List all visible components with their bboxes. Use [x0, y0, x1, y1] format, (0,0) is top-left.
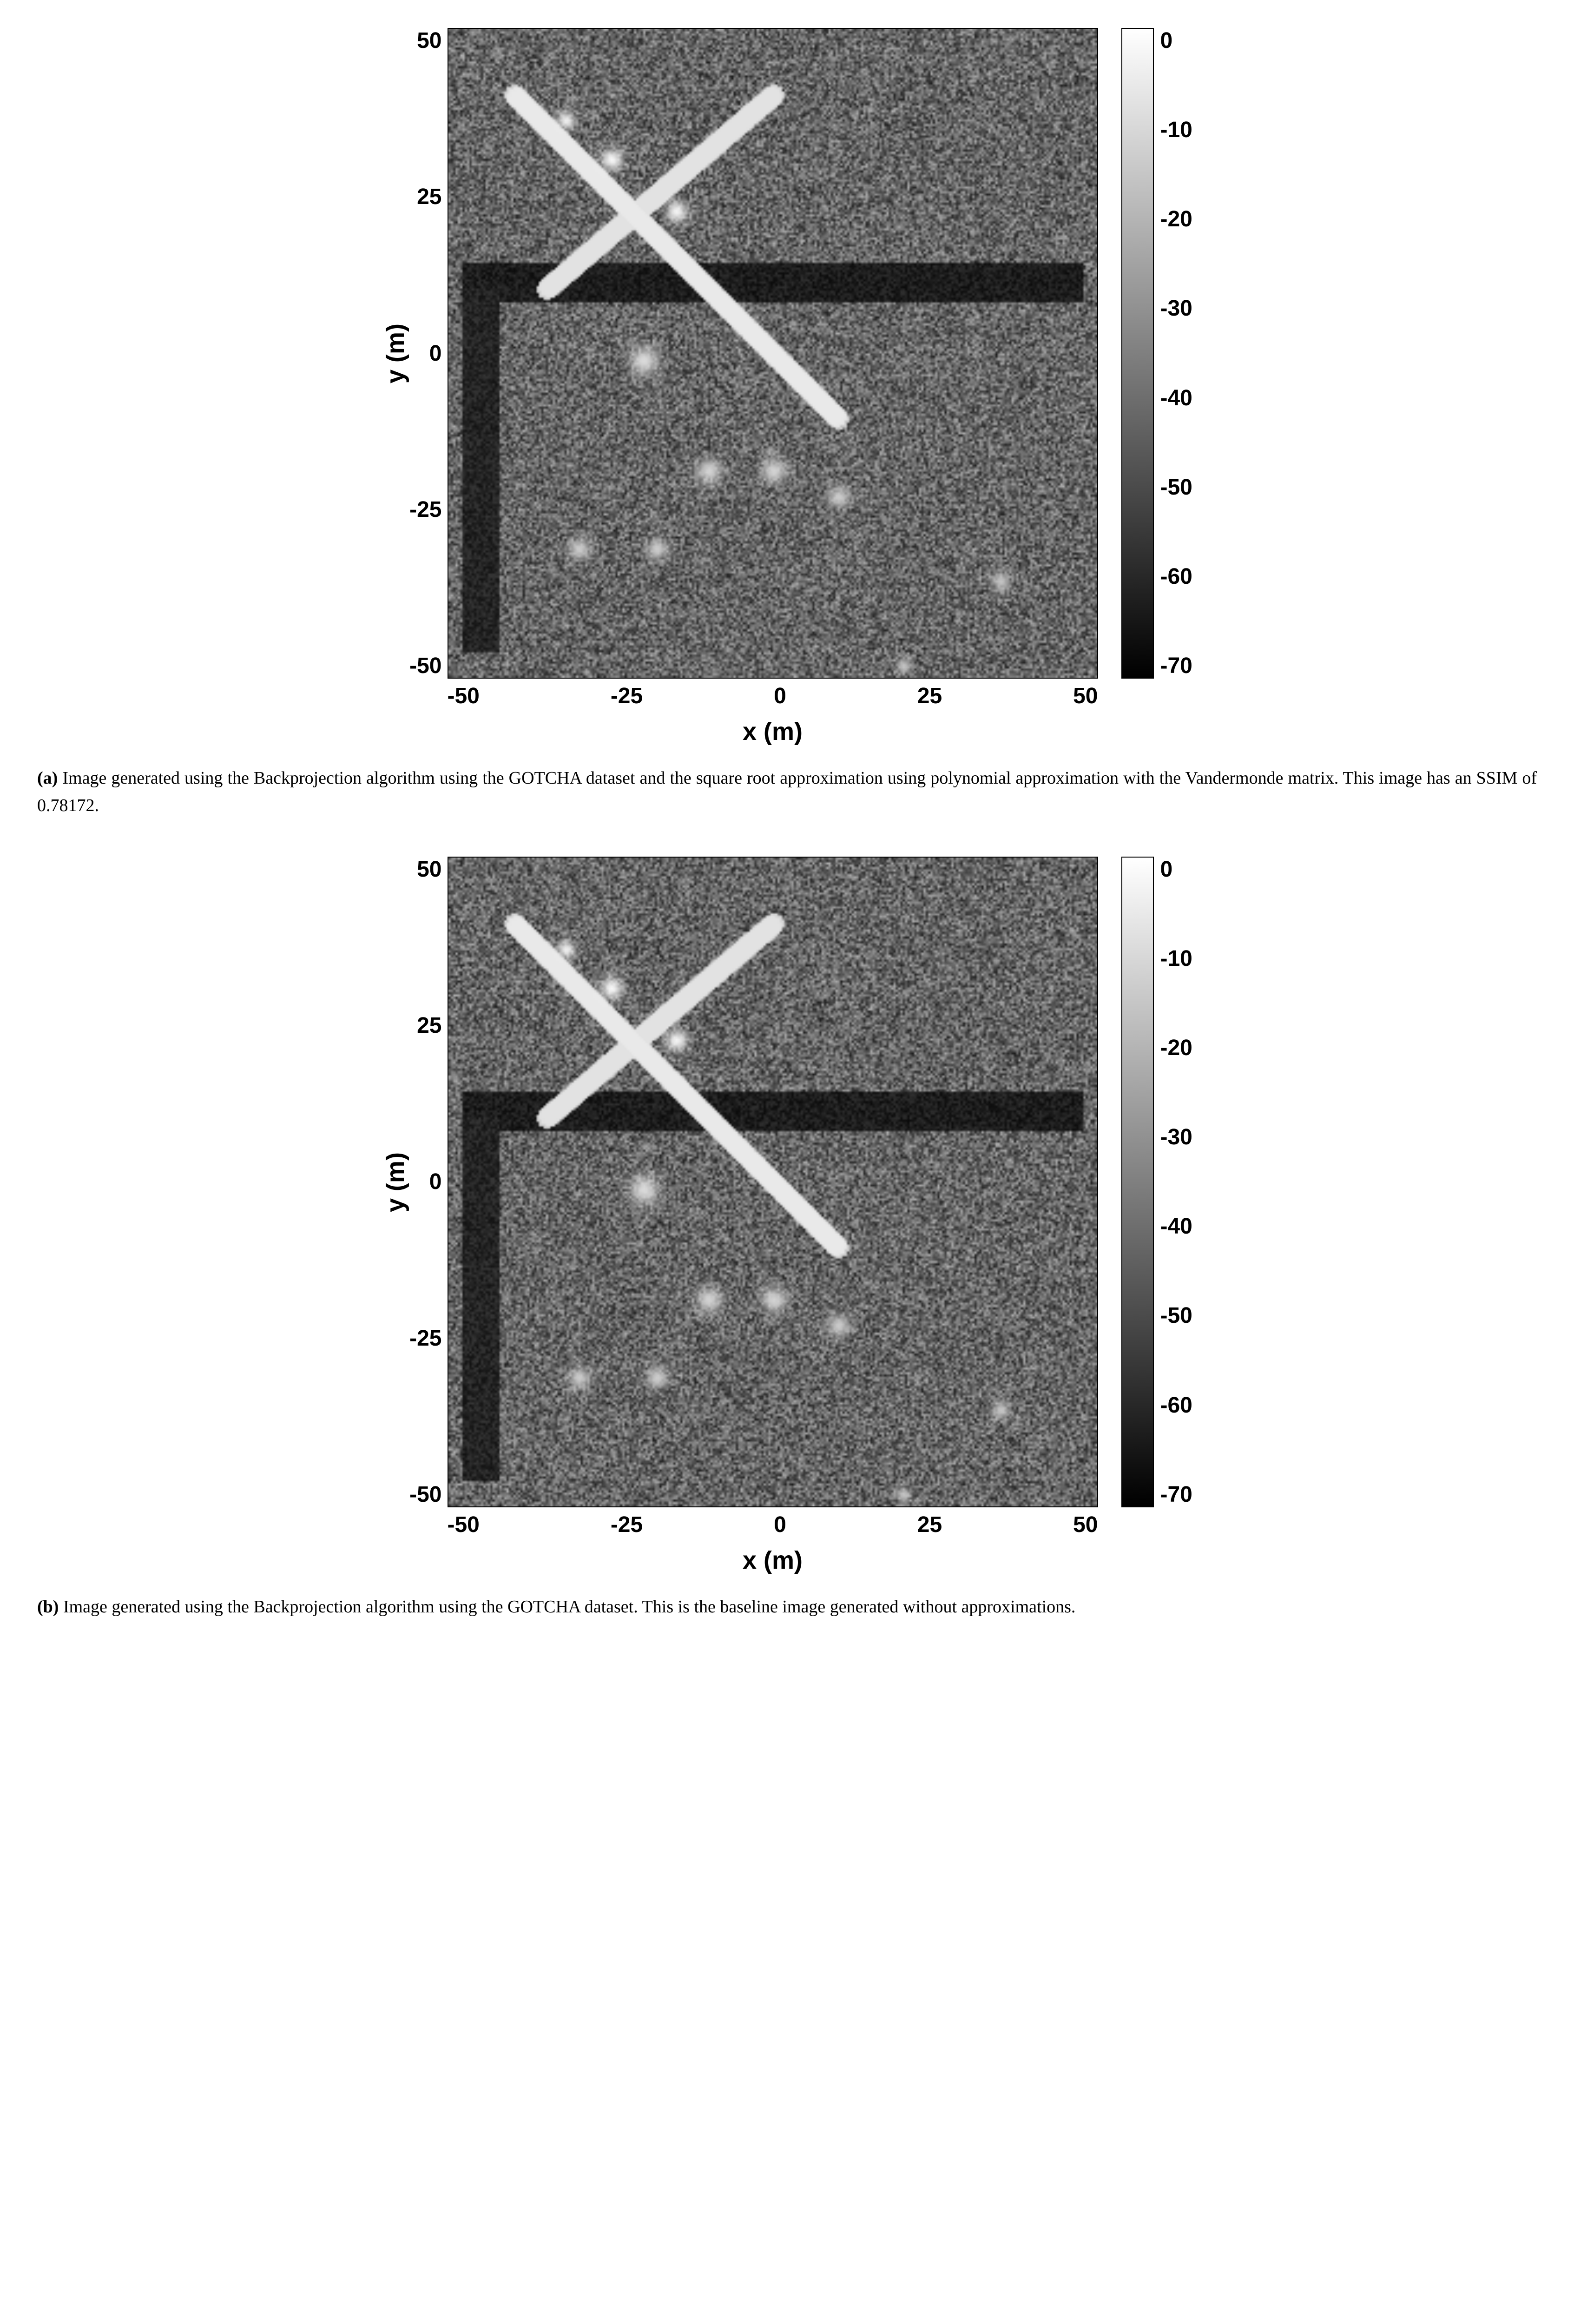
y-axis-label: y (m): [382, 857, 409, 1507]
plot-wrapper: y (m) 50 25 0 -25 -50 -50 -25 0 25 50 x (m) 0 -10 -20 -…: [37, 857, 1537, 1575]
x-ticks: -50 -25 0 25 50: [448, 1507, 1098, 1538]
colorbar-tick: -10: [1160, 117, 1192, 143]
chart-row: 50 25 0 -25 -50: [409, 28, 1098, 679]
caption-label: (a): [37, 768, 58, 788]
colorbar-ticks: 0 -10 -20 -30 -40 -50 -60 -70: [1154, 857, 1192, 1507]
colorbar-tick: -20: [1160, 1035, 1192, 1061]
colorbar-tick: -30: [1160, 296, 1192, 321]
x-tick: -50: [448, 683, 480, 709]
x-tick: -25: [611, 1512, 643, 1538]
caption-text: Image generated using the Backprojection…: [63, 1597, 1075, 1617]
caption-label: (b): [37, 1597, 59, 1617]
y-tick: 0: [429, 1169, 442, 1195]
x-axis-label: x (m): [448, 1546, 1098, 1575]
colorbar-tick: -10: [1160, 946, 1192, 971]
figure-a: y (m) 50 25 0 -25 -50 -50 -25 0 25 50 x (m) 0 -10 -20 -…: [37, 28, 1537, 819]
plot-area: y (m) 50 25 0 -25 -50 -50 -25 0 25 50 x (m) 0 -10 -20 -…: [382, 857, 1192, 1575]
x-tick: 50: [1073, 683, 1098, 709]
colorbar-tick: -70: [1160, 653, 1192, 679]
colorbar-tick: -30: [1160, 1124, 1192, 1150]
x-tick: -25: [611, 683, 643, 709]
caption-text: Image generated using the Backprojection…: [37, 768, 1537, 815]
y-tick: -50: [409, 653, 441, 679]
colorbar-tick: -50: [1160, 475, 1192, 500]
chart-main: 50 25 0 -25 -50 -50 -25 0 25 50 x (m): [409, 28, 1098, 746]
colorbar-tick: 0: [1160, 28, 1192, 53]
colorbar: 0 -10 -20 -30 -40 -50 -60 -70: [1121, 857, 1192, 1507]
chart-main: 50 25 0 -25 -50 -50 -25 0 25 50 x (m): [409, 857, 1098, 1575]
x-tick: 0: [774, 683, 786, 709]
sar-heatmap: [448, 857, 1098, 1507]
y-axis-label: y (m): [382, 28, 409, 679]
y-tick: 0: [429, 341, 442, 366]
y-tick: 50: [417, 857, 441, 882]
x-tick: -50: [448, 1512, 480, 1538]
x-ticks: -50 -25 0 25 50: [448, 679, 1098, 709]
figure-caption: (a) Image generated using the Backprojec…: [37, 765, 1537, 819]
colorbar-tick: -20: [1160, 206, 1192, 232]
x-axis-label: x (m): [448, 717, 1098, 746]
plot-wrapper: y (m) 50 25 0 -25 -50 -50 -25 0 25 50 x (m) 0 -10 -20 -…: [37, 28, 1537, 746]
y-tick: -50: [409, 1482, 441, 1507]
colorbar-tick: -50: [1160, 1303, 1192, 1328]
colorbar-tick: -70: [1160, 1482, 1192, 1507]
colorbar-tick: -60: [1160, 1393, 1192, 1418]
colorbar-tick: -40: [1160, 1214, 1192, 1239]
figure-b: y (m) 50 25 0 -25 -50 -50 -25 0 25 50 x (m) 0 -10 -20 -…: [37, 857, 1537, 1621]
y-tick: 25: [417, 184, 441, 210]
y-tick: 50: [417, 28, 441, 53]
colorbar: 0 -10 -20 -30 -40 -50 -60 -70: [1121, 28, 1192, 679]
chart-row: 50 25 0 -25 -50: [409, 857, 1098, 1507]
colorbar-tick: 0: [1160, 857, 1192, 882]
x-tick: 25: [917, 1512, 942, 1538]
y-tick: 25: [417, 1013, 441, 1038]
y-ticks: 50 25 0 -25 -50: [409, 28, 447, 679]
colorbar-tick: -40: [1160, 385, 1192, 411]
x-tick: 25: [917, 683, 942, 709]
y-tick: -25: [409, 1326, 441, 1351]
colorbar-gradient: [1121, 28, 1154, 679]
figure-caption: (b) Image generated using the Backprojec…: [37, 1593, 1537, 1621]
x-tick: 0: [774, 1512, 786, 1538]
sar-heatmap: [448, 28, 1098, 679]
x-tick: 50: [1073, 1512, 1098, 1538]
y-ticks: 50 25 0 -25 -50: [409, 857, 447, 1507]
colorbar-gradient: [1121, 857, 1154, 1507]
y-tick: -25: [409, 497, 441, 522]
plot-area: y (m) 50 25 0 -25 -50 -50 -25 0 25 50 x (m) 0 -10 -20 -…: [382, 28, 1192, 746]
colorbar-tick: -60: [1160, 564, 1192, 589]
colorbar-ticks: 0 -10 -20 -30 -40 -50 -60 -70: [1154, 28, 1192, 679]
